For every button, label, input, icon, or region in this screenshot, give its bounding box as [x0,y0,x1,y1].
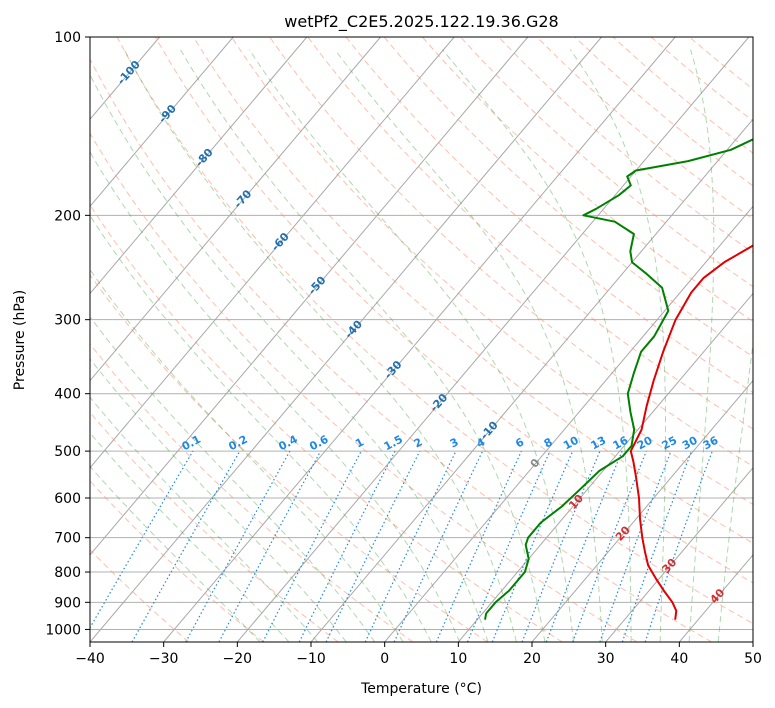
chart-title: wetPf2_C2E5.2025.122.19.36.G28 [284,12,558,32]
temperature-profile-line [629,244,753,620]
mixing-ratio-label: 25 [660,434,680,453]
mixing-ratio-line [466,450,551,642]
x-tick-label: 10 [449,651,467,667]
mixing-ratio-line [325,450,421,642]
dewpoint-profile-line [484,138,753,620]
moist-adiabat-line [248,49,575,642]
isotherm-line [90,37,234,208]
mixing-ratio-line [599,450,672,642]
moist-adiabat-line [90,465,261,642]
dry-adiabat-line [90,549,190,642]
moist-adiabat-line [123,49,517,642]
dry-adiabat-line [90,274,488,642]
moist-adiabat-line [90,396,319,642]
mixing-ratio-line [298,450,396,642]
moist-adiabat-line [90,358,347,642]
mixing-ratio-label: 10 [561,434,581,453]
moist-adiabat-line [90,73,489,642]
mixing-ratio-label: 20 [635,434,655,453]
y-tick-label: 300 [54,313,81,329]
moist-adiabat-line [179,49,546,642]
isotherm-line [457,292,753,642]
grid-layer [90,37,753,642]
mixing-ratio-line [572,450,647,642]
isotherm-line [90,37,381,382]
y-tick-label: 900 [54,595,81,611]
x-tick-label: −30 [149,651,179,667]
mixing-ratio-line [185,450,291,642]
x-tick-label: −10 [296,651,326,667]
dry-adiabat-line [90,132,638,642]
y-tick-label: 600 [54,491,81,507]
y-tick-label: 800 [54,565,81,581]
y-tick-label: 100 [54,30,81,46]
y-tick-label: 400 [54,387,81,403]
series-layer [484,138,753,620]
moist-adiabat-line [90,268,404,642]
moist-adiabat-line [717,339,753,642]
moist-adiabat-line [442,49,632,642]
mixing-ratio-line [491,450,574,642]
dry-adiabat-line [90,343,414,642]
mixing-ratio-line [131,450,241,642]
y-tick-label: 700 [54,531,81,547]
x-tick-label: 30 [597,651,615,667]
plot-frame [89,36,754,643]
x-tick-label: 50 [744,651,762,667]
dry-adiabat-line [231,37,753,505]
isotherm-line [90,37,602,642]
dry-adiabat-line [460,37,753,288]
x-tick-label: 40 [670,651,688,667]
mixing-ratio-line [218,450,322,642]
mixing-ratio-label: 13 [589,434,609,453]
x-tick-label: 20 [523,651,541,667]
mixing-ratio-line [521,450,601,642]
mixing-ratio-label: 30 [680,434,700,453]
isotherm-line [163,37,676,642]
dry-adiabat-line [90,204,563,642]
dry-adiabat-line [90,58,712,642]
moist-adiabat-line [90,214,432,642]
x-tick-label: −20 [223,651,253,667]
y-tick-label: 500 [54,444,81,460]
isotherm-line [531,379,753,642]
x-tick-label: −40 [75,651,105,667]
dry-adiabat-line [192,37,753,544]
moist-adiabat-line [569,49,666,642]
y-axis-title: Pressure (hPa) [12,290,28,390]
mixing-ratio-line [644,450,713,642]
dry-adiabat-line [90,480,264,642]
mixing-ratio-line [435,450,522,642]
x-axis-title: Temperature (°C) [360,681,482,697]
moist-adiabat-line [90,151,461,642]
mixing-ratio-line [621,450,693,642]
isotherm-line [605,466,753,642]
isotherm-line [90,37,455,469]
moist-adiabat-line [90,432,290,642]
moist-adiabat-line [90,315,376,642]
x-tick-label: 0 [380,651,389,667]
mixing-ratio-label: 36 [701,434,721,453]
dry-adiabat-line [269,37,753,467]
isotherm-line [90,37,529,556]
dry-adiabat-line [154,37,753,584]
ticks-layer: −40 −30 −20 −10 0 10 20 30 40 50 1000 900 800 700 600 5… [45,30,762,667]
y-tick-label: 1000 [45,622,81,638]
mixing-ratio-line [545,450,623,642]
dry-adiabat-line [307,37,753,430]
isotherm-line [90,37,308,295]
isotherm-line [384,205,753,642]
y-tick-label: 200 [54,208,81,224]
moist-adiabat-line [334,49,603,642]
mixing-ratio-label: 16 [611,434,631,453]
moist-adiabat-line [688,49,715,642]
dry-adiabat-line [116,37,753,625]
isotherm-line [236,37,750,642]
